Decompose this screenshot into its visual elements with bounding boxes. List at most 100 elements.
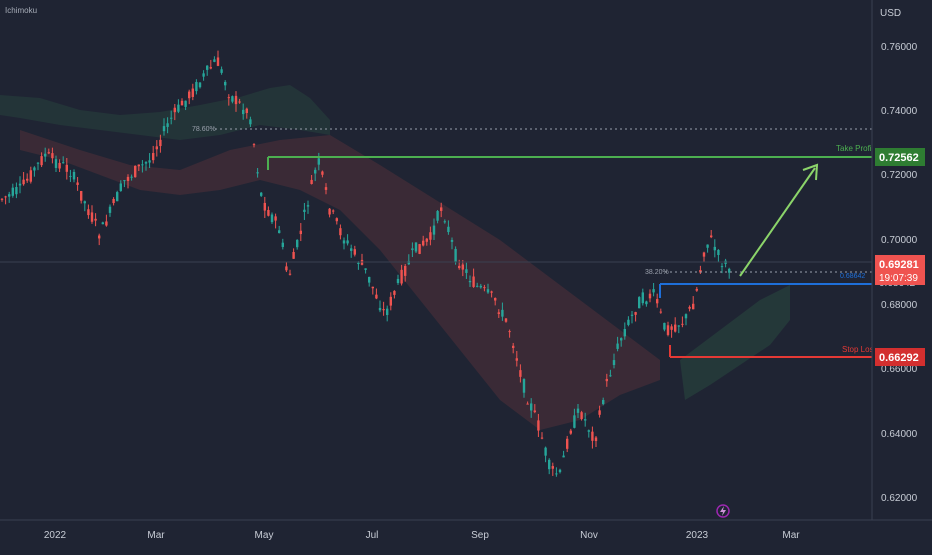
candle-body (234, 95, 238, 105)
candle-body (630, 314, 634, 316)
candle-body (555, 473, 558, 475)
candle-body (605, 378, 608, 382)
candle-body (418, 244, 421, 254)
svg-text:0.66292: 0.66292 (879, 352, 919, 364)
ichimoku-cloud (0, 85, 790, 430)
candle-body (699, 269, 702, 273)
candle-body (364, 268, 367, 270)
candle-body (508, 331, 511, 333)
candle-body (299, 230, 302, 235)
candle-body (29, 170, 32, 182)
candle-body (494, 297, 497, 301)
candle-body (638, 297, 641, 309)
candle-body (252, 144, 256, 146)
candle-body (292, 252, 295, 259)
candle-body (324, 187, 328, 190)
candle-body (674, 324, 677, 332)
entry-label: 0.68642 (840, 273, 865, 280)
cloud-green-future (680, 285, 790, 400)
time-tick-label: Mar (782, 530, 800, 541)
time-tick-label: Jul (366, 530, 379, 541)
price-tick-label: 0.68000 (881, 300, 918, 311)
candle-body (76, 182, 79, 185)
candle-body (119, 183, 122, 191)
price-tick-label: 0.62000 (881, 493, 918, 504)
candle-body (216, 57, 220, 66)
candle-body (551, 466, 554, 469)
candle-body (458, 265, 461, 269)
candle-body (242, 109, 245, 115)
candle-body (33, 167, 36, 171)
candle-body (263, 202, 266, 211)
candle-body (620, 338, 623, 341)
candle-body (436, 211, 439, 221)
candle-body (101, 222, 104, 225)
projection-arrow[interactable] (739, 163, 819, 277)
price-tick-label: 0.72000 (881, 170, 918, 181)
candle-body (641, 292, 644, 304)
candle-countdown: 19:07:39 (879, 273, 918, 284)
candle-body (83, 201, 86, 204)
candle-body (249, 119, 252, 125)
candle-body (684, 314, 688, 319)
current-price-badge: 0.69281 19:07:39 (875, 255, 925, 285)
candle-body (609, 375, 612, 377)
candle-body (80, 191, 83, 201)
candle-body (87, 209, 90, 216)
candle-body (126, 176, 130, 181)
candle-body (94, 218, 97, 221)
candle-body (188, 91, 191, 99)
candle-body (440, 207, 443, 211)
candle-body (58, 162, 61, 169)
time-axis-ticks: 2022 Mar May Jul Sep Nov 2023 Mar (44, 530, 800, 541)
price-tick-label: 0.70000 (881, 235, 918, 246)
candle-body (540, 437, 544, 439)
candle-body (533, 410, 536, 413)
candle-body (213, 59, 216, 62)
cloud-red-region (20, 130, 660, 430)
candle-body (382, 309, 385, 311)
candle-body (634, 312, 637, 315)
candle-body (141, 164, 144, 166)
candle-body (526, 403, 529, 405)
candle-body (260, 192, 263, 196)
take-profit-badge: 0.72562 (875, 148, 925, 166)
candle-body (306, 205, 310, 207)
candle-body (537, 420, 540, 431)
candle-body (335, 218, 338, 222)
candle-body (72, 172, 76, 180)
candle-body (0, 198, 4, 200)
candle-body (206, 65, 209, 70)
candle-body (328, 208, 331, 215)
candle-body (706, 244, 709, 248)
candle-body (407, 260, 410, 265)
candle-body (339, 228, 342, 236)
candle-body (580, 412, 583, 420)
candle-body (173, 107, 176, 113)
candle-body (332, 210, 335, 212)
candle-body (350, 248, 353, 251)
candle-body (512, 345, 515, 349)
candle-body (702, 252, 706, 257)
candle-body (443, 221, 446, 223)
candle-body (36, 162, 40, 164)
candle-body (389, 296, 392, 306)
candle-body (15, 187, 18, 195)
candle-body (486, 289, 490, 293)
candle-body (569, 430, 572, 434)
candle-body (116, 192, 119, 202)
candle-body (490, 291, 493, 293)
candle-body (717, 249, 720, 256)
candle-body (123, 180, 126, 182)
price-tick-label: 0.64000 (881, 429, 918, 440)
candle-body (666, 325, 670, 335)
indicator-label[interactable]: Ichimoku (5, 6, 37, 15)
event-lightning-icon[interactable] (716, 504, 730, 518)
candle-body (522, 379, 526, 393)
candle-body (681, 323, 684, 325)
candle-body (69, 175, 72, 177)
candle-body (602, 399, 605, 405)
candle-body (465, 269, 468, 273)
